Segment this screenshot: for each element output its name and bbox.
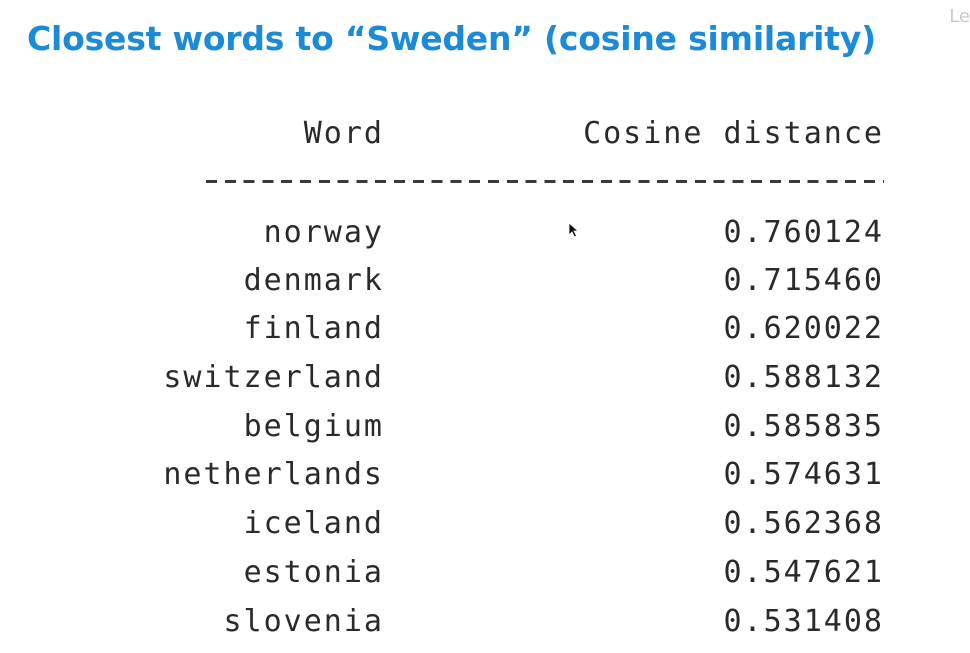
slide-title: Closest words to “Sweden” (cosine simila… (27, 19, 877, 58)
distance-cell: 0.715460 (723, 263, 884, 298)
word-cell: finland (243, 311, 384, 346)
table-row: finland 0.620022 (0, 307, 970, 351)
distance-cell: 0.620022 (723, 311, 884, 346)
table-row: slovenia 0.531408 (0, 600, 970, 644)
distance-column-header: Cosine distance (583, 116, 884, 151)
mouse-pointer-icon (568, 222, 580, 238)
table-row: denmark 0.715460 (0, 259, 970, 303)
distance-cell: 0.574631 (723, 457, 884, 492)
corner-watermark-text: Le (949, 6, 970, 27)
distance-cell: 0.531408 (723, 604, 884, 639)
word-cell: estonia (243, 555, 384, 590)
word-cell: slovenia (223, 604, 384, 639)
table-row: belgium 0.585835 (0, 405, 970, 449)
word-column-header: Word (303, 116, 384, 151)
word-cell: belgium (243, 409, 384, 444)
word-cell: denmark (243, 263, 384, 298)
header-separator (206, 180, 884, 183)
table-row: netherlands 0.574631 (0, 453, 970, 497)
word-cell: switzerland (163, 360, 384, 395)
word-cell: netherlands (163, 457, 384, 492)
table-row: norway 0.760124 (0, 211, 970, 255)
table-row: switzerland 0.588132 (0, 356, 970, 400)
distance-cell: 0.562368 (723, 506, 884, 541)
distance-cell: 0.585835 (723, 409, 884, 444)
word-cell: iceland (243, 506, 384, 541)
table-row: estonia 0.547621 (0, 551, 970, 595)
word-cell: norway (263, 215, 384, 250)
distance-cell: 0.547621 (723, 555, 884, 590)
distance-cell: 0.588132 (723, 360, 884, 395)
table-row: iceland 0.562368 (0, 502, 970, 546)
distance-cell: 0.760124 (723, 215, 884, 250)
